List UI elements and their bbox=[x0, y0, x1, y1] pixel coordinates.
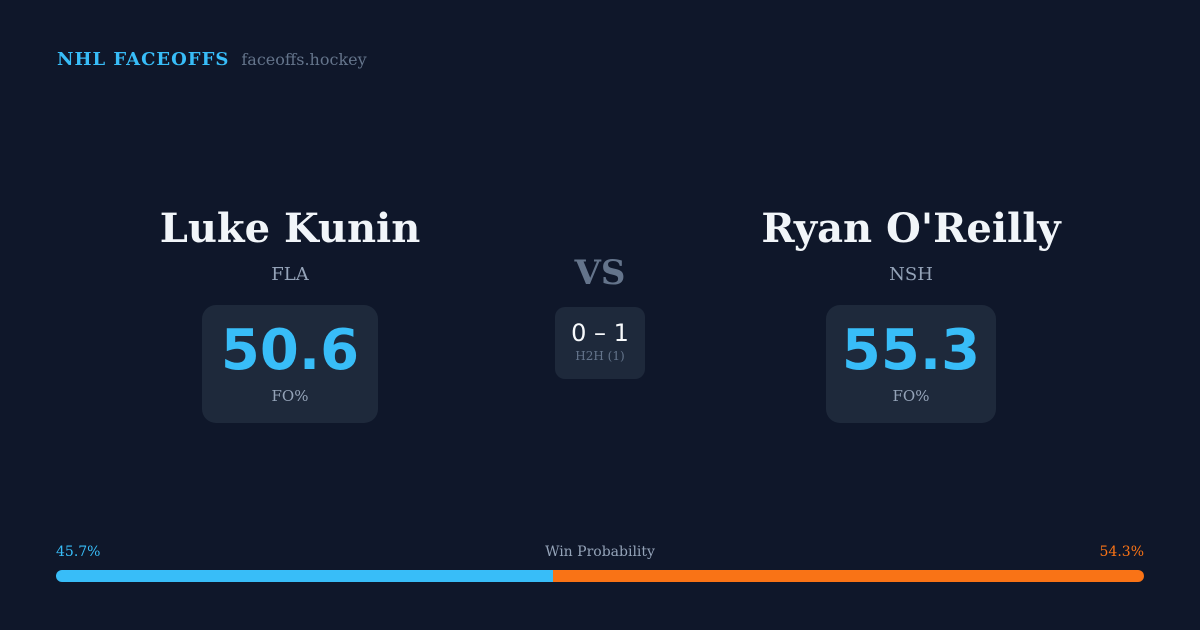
fo-value: 55.3 bbox=[841, 318, 981, 383]
fo-card: 50.6 FO% bbox=[202, 305, 378, 423]
player-team: NSH bbox=[889, 264, 933, 285]
h2h-score: 0 – 1 bbox=[571, 319, 629, 347]
win-probability-labels: 45.7% Win Probability 54.3% bbox=[56, 544, 1144, 560]
left-player: Luke Kunin FLA 50.6 FO% bbox=[80, 205, 500, 423]
h2h-card: 0 – 1 H2H (1) bbox=[555, 307, 645, 379]
brand-domain: faceoffs.hockey bbox=[241, 50, 367, 69]
brand-title: NHL FACEOFFS bbox=[57, 49, 230, 70]
left-probability: 45.7% bbox=[56, 544, 101, 560]
win-probability-bar bbox=[56, 570, 1144, 582]
fo-card: 55.3 FO% bbox=[826, 305, 996, 423]
fo-value: 50.6 bbox=[220, 318, 360, 383]
win-probability-title: Win Probability bbox=[545, 544, 655, 560]
player-team: FLA bbox=[271, 264, 309, 285]
right-player: Ryan O'Reilly NSH 55.3 FO% bbox=[701, 205, 1121, 423]
player-name: Ryan O'Reilly bbox=[761, 205, 1061, 252]
right-probability-fill bbox=[553, 570, 1144, 582]
player-name: Luke Kunin bbox=[159, 205, 421, 252]
left-probability-fill bbox=[56, 570, 554, 582]
right-probability: 54.3% bbox=[1099, 544, 1144, 560]
h2h-label: H2H (1) bbox=[575, 349, 625, 363]
fo-label: FO% bbox=[892, 387, 930, 405]
vs-label: VS bbox=[574, 253, 626, 293]
brand: NHL FACEOFFS faceoffs.hockey bbox=[57, 49, 367, 70]
fo-label: FO% bbox=[271, 387, 309, 405]
